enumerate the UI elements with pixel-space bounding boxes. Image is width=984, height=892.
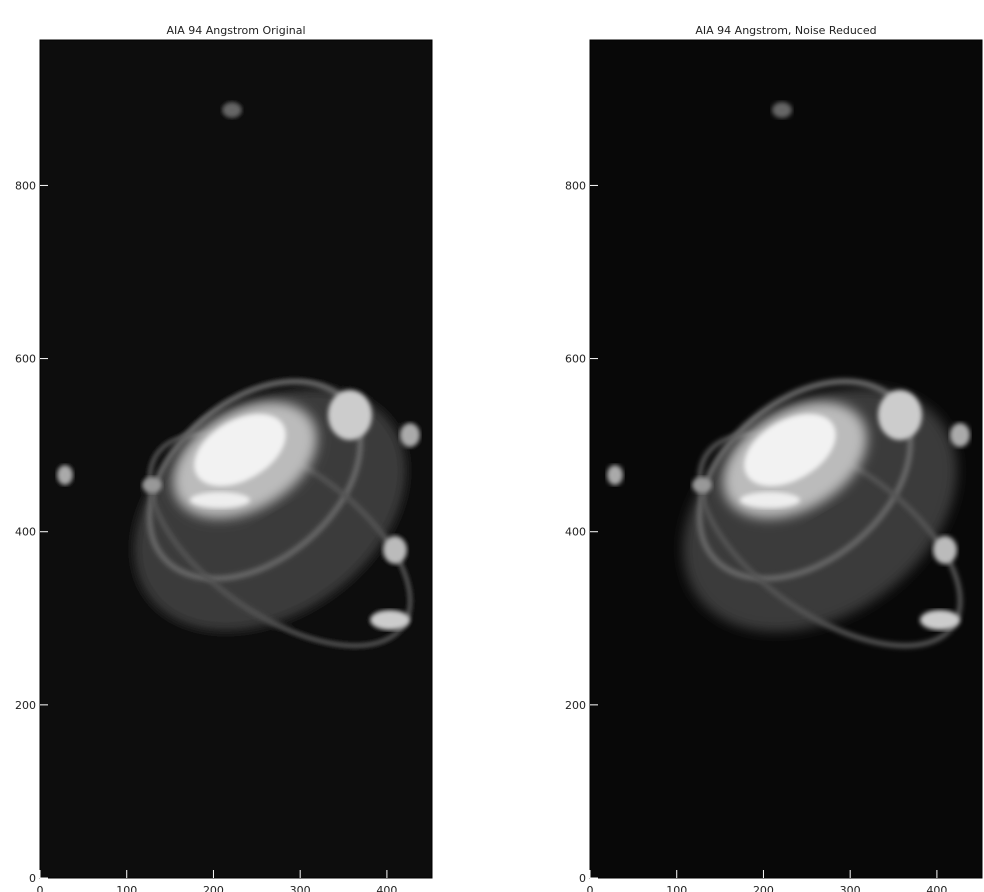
y-tick-label: 200	[15, 699, 36, 712]
chart-title: AIA 94 Angstrom Original	[166, 24, 305, 37]
x-tick-label: 400	[926, 884, 947, 892]
y-tick-label: 400	[15, 526, 36, 539]
x-tick-label: 100	[116, 884, 137, 892]
y-tick-label: 800	[15, 179, 36, 192]
x-tick-label: 0	[37, 884, 44, 892]
y-tick-label: 200	[565, 699, 586, 712]
x-tick-label: 300	[840, 884, 861, 892]
chart-title: AIA 94 Angstrom, Noise Reduced	[695, 24, 876, 37]
x-tick-label: 0	[587, 884, 594, 892]
y-tick-label: 0	[29, 872, 36, 885]
x-tick-label: 300	[290, 884, 311, 892]
figure: AIA 94 Angstrom Original 0 200 400 600 800 0 10…	[0, 0, 984, 892]
y-tick-label: 800	[565, 179, 586, 192]
solar-image	[40, 40, 453, 878]
y-tick-label: 0	[579, 872, 586, 885]
x-tick-label: 200	[203, 884, 224, 892]
x-tick-label: 100	[666, 884, 687, 892]
y-tick-label: 600	[565, 353, 586, 366]
solar-image	[590, 40, 984, 878]
x-tick-label: 400	[376, 884, 397, 892]
y-tick-label: 400	[565, 526, 586, 539]
x-tick-label: 200	[753, 884, 774, 892]
y-tick-label: 600	[15, 353, 36, 366]
